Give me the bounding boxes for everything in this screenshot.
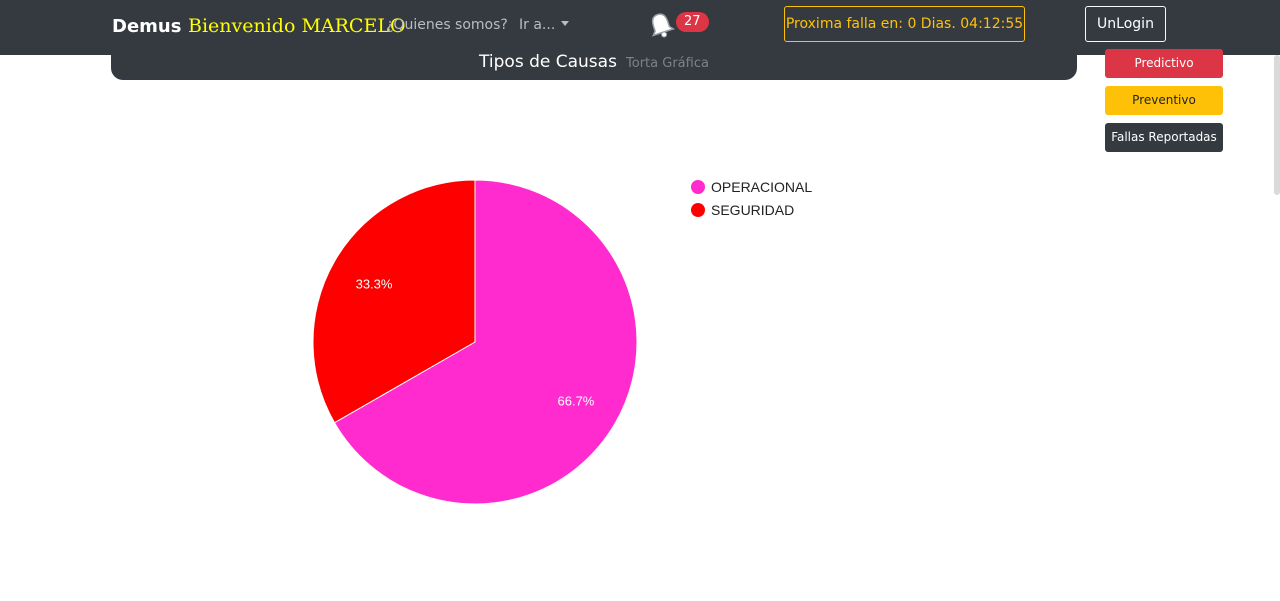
legend-swatch-operacional[interactable] [691, 180, 705, 194]
pie-slice-operacional[interactable] [333, 179, 638, 505]
card-header: Tipos de Causas Torta Gráfica [111, 43, 1077, 80]
welcome-message: Bienvenido MARCELO [188, 15, 406, 37]
preventive-button[interactable]: Preventivo [1105, 86, 1223, 115]
pie-slice-seguridad[interactable] [312, 179, 476, 424]
scrollbar[interactable] [1274, 55, 1280, 195]
notification-badge[interactable]: 27 [676, 12, 709, 32]
goto-menu[interactable]: Ir a... [519, 17, 570, 33]
slice-label-operacional: 66.7% [558, 393, 595, 408]
about-link[interactable]: ¿Quienes somos? [386, 17, 508, 33]
reported-failures-button[interactable]: Fallas Reportadas [1105, 123, 1223, 152]
legend-label-operacional[interactable]: OPERACIONAL [711, 179, 812, 195]
brand-logo[interactable]: Demus [112, 16, 182, 37]
slice-label-seguridad: 33.3% [356, 277, 393, 292]
logout-button[interactable]: UnLogin [1085, 6, 1166, 42]
bell-icon[interactable] [646, 10, 676, 40]
legend-label-seguridad[interactable]: SEGURIDAD [711, 202, 794, 218]
next-failure-countdown: Proxima falla en: 0 Dias. 04:12:55 [784, 6, 1025, 42]
card-subtitle: Torta Gráfica [626, 56, 709, 71]
legend-swatch-seguridad[interactable] [691, 203, 705, 217]
card-title: Tipos de Causas [479, 52, 617, 72]
goto-menu-label: Ir a... [519, 17, 556, 33]
chevron-down-icon [561, 21, 570, 26]
predictive-button[interactable]: Predictivo [1105, 49, 1223, 78]
